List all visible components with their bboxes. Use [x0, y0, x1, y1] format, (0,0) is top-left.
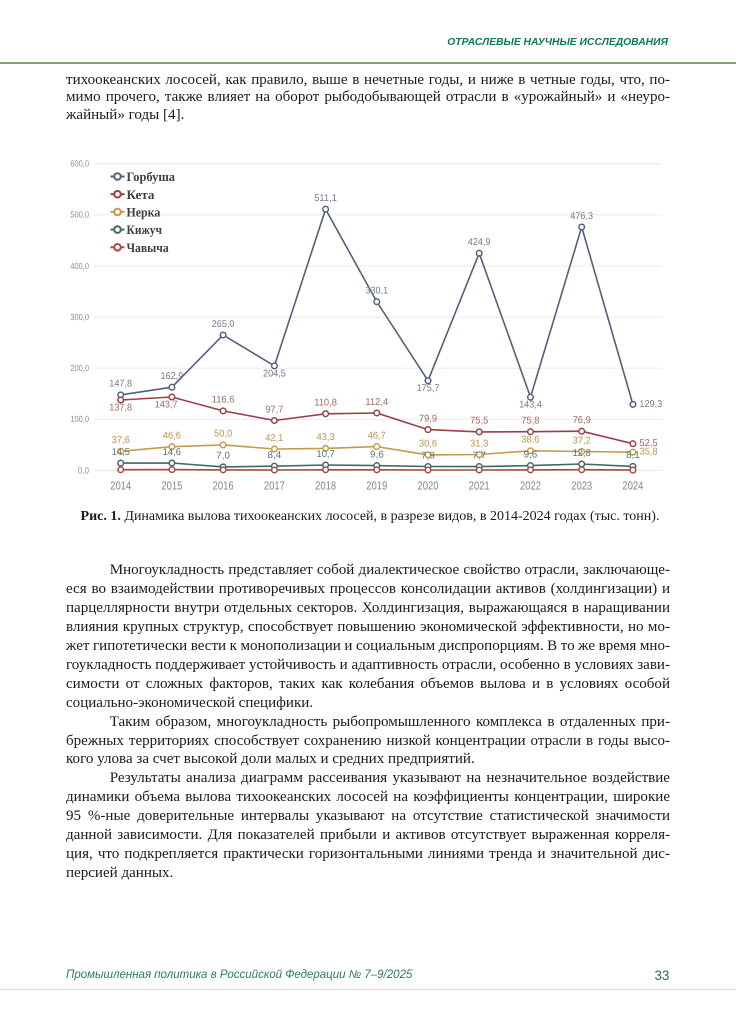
- svg-text:12,8: 12,8: [573, 448, 592, 459]
- svg-text:129,3: 129,3: [639, 399, 662, 410]
- svg-text:43,3: 43,3: [317, 432, 336, 443]
- svg-text:2020: 2020: [418, 480, 439, 493]
- svg-text:137,8: 137,8: [109, 402, 132, 413]
- svg-text:30,6: 30,6: [419, 439, 438, 450]
- svg-text:2022: 2022: [520, 480, 541, 493]
- svg-text:Кета: Кета: [127, 187, 156, 202]
- svg-text:2016: 2016: [213, 480, 234, 493]
- svg-text:7,9: 7,9: [421, 450, 435, 461]
- svg-text:147,8: 147,8: [109, 379, 132, 390]
- svg-text:31,3: 31,3: [470, 438, 489, 449]
- svg-text:7,0: 7,0: [216, 451, 230, 462]
- svg-text:400,0: 400,0: [70, 261, 89, 271]
- svg-text:200,0: 200,0: [70, 363, 89, 373]
- svg-text:424,9: 424,9: [468, 237, 491, 248]
- svg-text:162,9: 162,9: [161, 371, 184, 382]
- svg-text:112,4: 112,4: [365, 397, 388, 408]
- svg-text:52,5: 52,5: [639, 438, 658, 449]
- svg-text:175,7: 175,7: [417, 383, 440, 394]
- svg-text:500,0: 500,0: [70, 210, 89, 220]
- svg-text:14,6: 14,6: [163, 447, 182, 458]
- svg-text:Чавыча: Чавыча: [127, 240, 170, 255]
- svg-text:46,6: 46,6: [163, 431, 182, 442]
- svg-text:116,6: 116,6: [212, 395, 235, 406]
- svg-text:9,6: 9,6: [370, 449, 384, 460]
- svg-text:330,1: 330,1: [365, 286, 388, 297]
- svg-text:9,6: 9,6: [524, 449, 538, 460]
- svg-text:35,8: 35,8: [639, 447, 658, 458]
- svg-text:79,9: 79,9: [419, 413, 437, 424]
- svg-text:2021: 2021: [469, 480, 490, 493]
- svg-text:2015: 2015: [161, 480, 182, 493]
- svg-text:476,3: 476,3: [570, 211, 593, 222]
- svg-text:0,0: 0,0: [78, 465, 89, 475]
- svg-text:143,4: 143,4: [519, 400, 542, 411]
- svg-text:14,5: 14,5: [112, 447, 131, 458]
- svg-text:110,8: 110,8: [314, 398, 337, 409]
- svg-text:2024: 2024: [622, 480, 643, 493]
- svg-text:8,4: 8,4: [268, 450, 282, 461]
- svg-text:75,8: 75,8: [521, 416, 540, 427]
- svg-text:97,7: 97,7: [265, 404, 283, 415]
- svg-text:100,0: 100,0: [70, 414, 89, 424]
- svg-text:8,1: 8,1: [626, 450, 640, 461]
- svg-text:42,1: 42,1: [265, 433, 283, 444]
- svg-text:2017: 2017: [264, 480, 285, 493]
- svg-text:Горбуша: Горбуша: [127, 169, 176, 184]
- svg-text:37,2: 37,2: [573, 435, 591, 446]
- svg-text:76,9: 76,9: [573, 415, 591, 426]
- svg-text:600,0: 600,0: [70, 159, 89, 169]
- svg-text:75,5: 75,5: [470, 416, 489, 427]
- svg-text:2023: 2023: [571, 480, 592, 493]
- svg-text:2018: 2018: [315, 480, 336, 493]
- svg-text:2014: 2014: [110, 480, 131, 493]
- svg-text:37,6: 37,6: [112, 435, 131, 446]
- svg-text:10,7: 10,7: [317, 449, 335, 460]
- svg-text:50,0: 50,0: [214, 429, 233, 440]
- svg-text:143,7: 143,7: [155, 399, 178, 410]
- svg-text:7,7: 7,7: [472, 450, 486, 461]
- svg-text:Кижуч: Кижуч: [127, 222, 163, 237]
- svg-text:511,1: 511,1: [314, 193, 337, 204]
- svg-text:204,5: 204,5: [263, 368, 286, 379]
- svg-text:38,6: 38,6: [521, 435, 540, 446]
- svg-text:265,0: 265,0: [212, 319, 235, 330]
- svg-text:2019: 2019: [366, 480, 387, 493]
- svg-text:300,0: 300,0: [70, 312, 89, 322]
- svg-text:Нерка: Нерка: [127, 205, 161, 220]
- svg-text:46,7: 46,7: [368, 430, 386, 441]
